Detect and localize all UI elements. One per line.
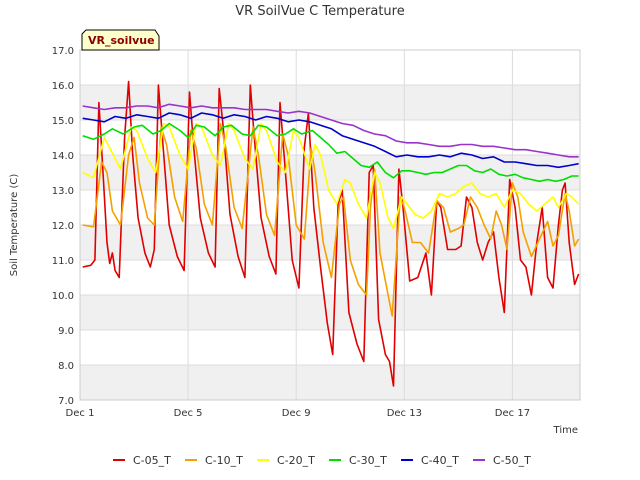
legend-label: C-20_T	[277, 454, 315, 467]
x-tick-label: Dec 17	[495, 408, 530, 419]
y-tick-label: 17.0	[52, 46, 74, 57]
plot-frame	[79, 49, 581, 401]
y-tick-label: 9.0	[58, 326, 74, 337]
series-line-c-40-t	[82, 112, 579, 169]
legend-label: C-40_T	[421, 454, 459, 467]
x-tick-label: Dec 5	[174, 408, 203, 419]
legend-label: C-30_T	[349, 454, 387, 467]
grid-band	[80, 50, 580, 85]
legend-label: C-50_T	[493, 454, 531, 467]
annotation-badge: VR_soilvue	[81, 29, 160, 51]
series-line-c-30-t	[82, 122, 579, 183]
annotation-box	[81, 29, 160, 51]
annotation-text: VR_soilvue	[88, 34, 155, 47]
x-axis-ticks: Dec 1 Dec 5 Dec 9 Dec 13 Dec 17	[66, 408, 531, 419]
grid-band	[80, 260, 580, 295]
y-tick-label: 11.0	[52, 256, 74, 267]
y-tick-label: 8.0	[58, 361, 74, 372]
y-tick-label: 13.0	[52, 186, 74, 197]
y-tick-label: 14.0	[52, 151, 74, 162]
series-line-c-50-t	[82, 103, 579, 158]
legend: C-05_T C-10_T C-20_T C-30_T C-40_T C-50_T	[113, 454, 531, 467]
y-tick-label: 16.0	[52, 81, 74, 92]
series-line-c-20-t	[82, 122, 580, 230]
series-line-c-05-t	[82, 80, 580, 387]
y-axis-ticks: 7.0 8.0 9.0 10.0 11.0 12.0 13.0 14.0 15.0 16.0 17.…	[52, 46, 74, 407]
grid-band	[80, 85, 580, 120]
y-tick-label: 7.0	[58, 396, 74, 407]
x-tick-label: Dec 1	[66, 408, 95, 419]
x-axis-label: Time	[553, 425, 578, 436]
chart-title: VR SoilVue C Temperature	[235, 4, 404, 19]
x-tick-label: Dec 13	[387, 408, 422, 419]
grid-band	[80, 365, 580, 400]
y-axis-label: Soil Temperature (C)	[9, 174, 20, 277]
legend-label: C-10_T	[205, 454, 243, 467]
y-tick-label: 12.0	[52, 221, 74, 232]
series-line-c-10-t	[82, 122, 580, 317]
y-tick-label: 15.0	[52, 116, 74, 127]
grid-band	[80, 120, 580, 155]
plot-background	[79, 49, 581, 401]
y-tick-label: 10.0	[52, 291, 74, 302]
grid-band	[80, 295, 580, 330]
series-lines	[82, 80, 580, 387]
legend-label: C-05_T	[133, 454, 171, 467]
x-tick-label: Dec 9	[282, 408, 311, 419]
